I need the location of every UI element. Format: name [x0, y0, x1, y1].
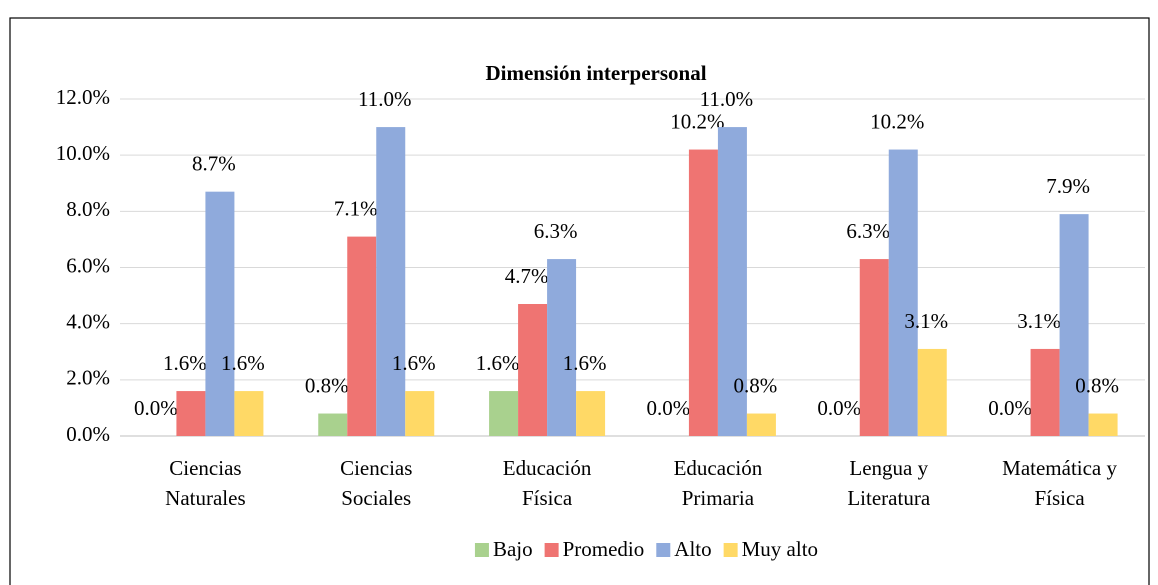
legend-swatch — [656, 543, 671, 557]
x-tick-label: Ciencias Naturales — [165, 456, 245, 510]
y-tick-label: 8.0% — [66, 197, 110, 221]
data-label: 0.0% — [817, 396, 861, 420]
data-label: 0.0% — [647, 396, 691, 420]
bar — [318, 413, 348, 436]
bar — [489, 391, 519, 436]
legend-swatch — [474, 543, 489, 557]
data-label: 11.0% — [358, 87, 411, 111]
bar — [717, 127, 747, 436]
data-label: 8.7% — [192, 151, 236, 175]
y-tick-label: 2.0% — [66, 366, 110, 390]
data-label: 1.6% — [392, 351, 436, 375]
data-label: 0.8% — [305, 373, 349, 397]
bar — [547, 259, 577, 436]
bar — [917, 348, 947, 436]
data-label: 6.3% — [846, 219, 890, 243]
y-tick-label: 10.0% — [56, 141, 110, 165]
legend-label: Alto — [674, 537, 711, 561]
data-label: 1.6% — [563, 351, 607, 375]
bar — [1088, 413, 1118, 436]
bar — [234, 391, 264, 436]
data-label: 6.3% — [534, 219, 578, 243]
bar — [1059, 214, 1089, 436]
data-label: 0.8% — [1075, 373, 1119, 397]
data-label: 0.0% — [988, 396, 1032, 420]
data-label: 1.6% — [163, 351, 207, 375]
data-label: 1.6% — [476, 351, 520, 375]
data-label: 1.6% — [221, 351, 265, 375]
x-tick-label: Matemática y Física — [1002, 456, 1117, 510]
bar — [576, 391, 606, 436]
bar — [347, 236, 377, 436]
bar — [405, 391, 435, 436]
y-tick-label: 12.0% — [56, 85, 110, 109]
y-tick-label: 4.0% — [66, 309, 110, 333]
bar — [888, 149, 918, 437]
legend-swatch — [544, 543, 559, 557]
data-label: 7.1% — [334, 196, 378, 220]
bar — [688, 149, 718, 437]
y-tick-label: 0.0% — [66, 422, 110, 446]
chart-border — [9, 17, 1150, 585]
bar — [746, 413, 776, 436]
data-label: 10.2% — [870, 109, 924, 133]
chart-title: Dimensión interpersonal — [485, 61, 706, 85]
bar — [176, 391, 206, 436]
bar — [376, 127, 406, 436]
legend-label: Promedio — [563, 537, 645, 561]
y-tick-label: 6.0% — [66, 253, 110, 277]
x-tick-label: Lengua y Literatura — [847, 456, 930, 510]
data-label: 11.0% — [700, 87, 753, 111]
bar — [1030, 348, 1060, 436]
legend-label: Muy alto — [742, 537, 818, 561]
data-label: 0.8% — [734, 373, 778, 397]
x-tick-label: Educación Física — [503, 456, 592, 510]
data-label: 0.0% — [134, 396, 178, 420]
bar — [205, 191, 235, 436]
legend-label: Bajo — [493, 537, 533, 561]
data-label: 3.1% — [904, 309, 948, 333]
data-label: 4.7% — [505, 264, 549, 288]
legend-swatch — [723, 543, 738, 557]
x-tick-label: Educación Primaria — [674, 456, 763, 510]
bar — [859, 259, 889, 436]
x-tick-label: Ciencias Sociales — [340, 456, 412, 510]
data-label: 3.1% — [1017, 309, 1061, 333]
bar — [518, 304, 548, 436]
data-label: 7.9% — [1046, 174, 1090, 198]
data-label: 10.2% — [670, 109, 724, 133]
